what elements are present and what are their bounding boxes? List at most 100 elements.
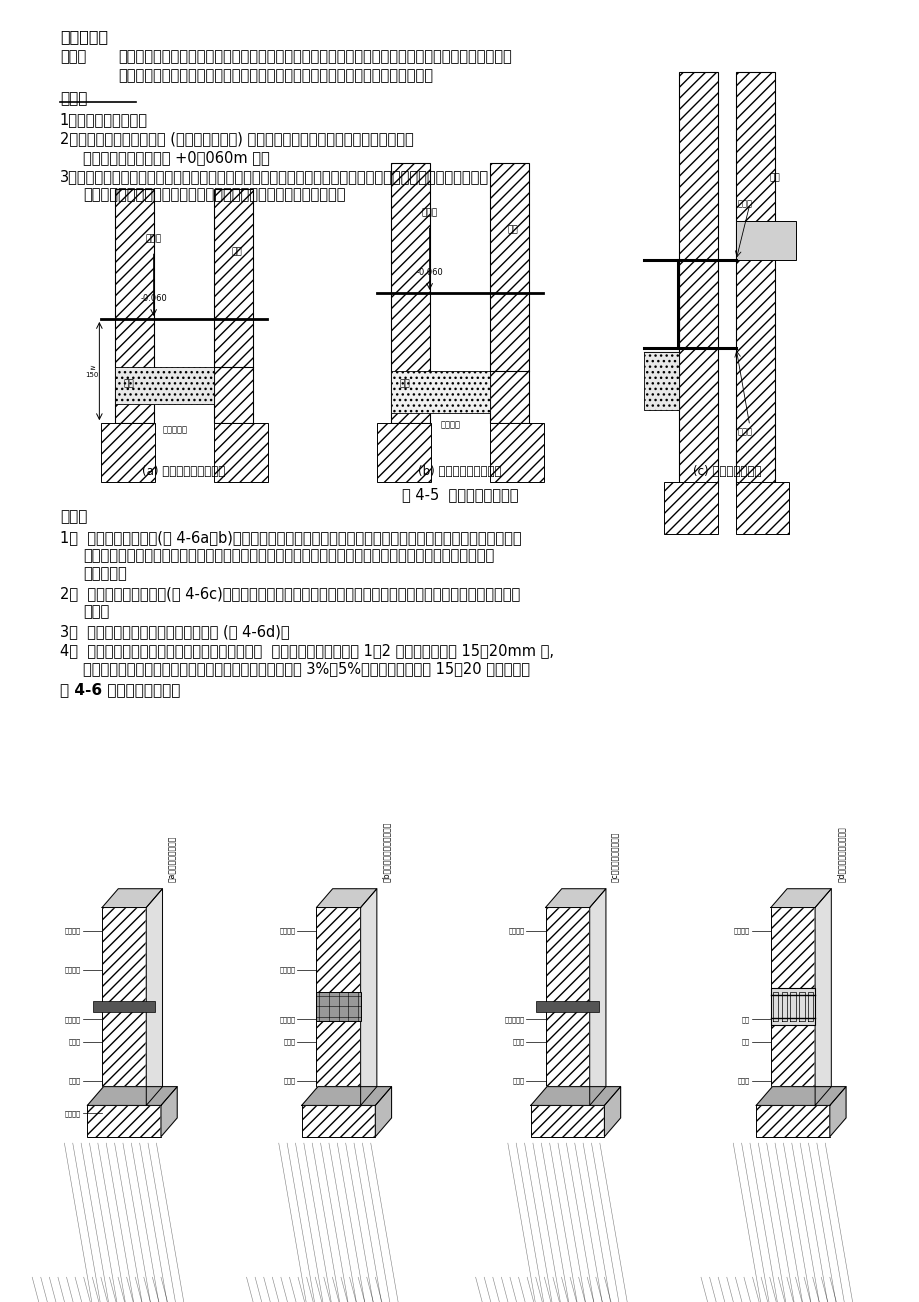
Text: 室内: 室内	[507, 225, 518, 234]
Text: 层，将两道水平防潮层连接起来，以避免回填土中的潮气侵入墙身。: 层，将两道水平防潮层连接起来，以避免回填土中的潮气侵入墙身。	[83, 187, 345, 203]
Text: -0.060: -0.060	[140, 294, 167, 303]
Text: 防潮层: 防潮层	[512, 1038, 524, 1046]
Text: 室内地坪: 室内地坪	[65, 927, 81, 935]
Polygon shape	[829, 1087, 845, 1137]
Text: 3）当两相邻房间之间室内地面有高差时，应在墙身内设置高低两道水平防潮层，并在靠土壤一侧设置垂直防潮: 3）当两相邻房间之间室内地面有高差时，应在墙身内设置高低两道水平防潮层，并在靠土…	[60, 169, 488, 185]
Text: 作用：: 作用：	[60, 49, 86, 65]
Polygon shape	[146, 889, 163, 1105]
Bar	[530, 1105, 604, 1137]
Polygon shape	[589, 889, 606, 1105]
Text: 防潮层: 防潮层	[145, 234, 162, 243]
Text: 图 4-5  墙身防潮层的位置: 图 4-5 墙身防潮层的位置	[402, 487, 517, 503]
Text: (b) 地面垫层为透水材料: (b) 地面垫层为透水材料	[418, 465, 501, 478]
Bar	[643, 352, 678, 410]
Bar	[391, 163, 429, 423]
Polygon shape	[755, 1087, 845, 1105]
Text: 防潮层: 防潮层	[737, 199, 752, 208]
Text: ≥
150: ≥ 150	[85, 365, 98, 378]
Text: 防潮效果。: 防潮效果。	[83, 566, 127, 582]
Text: 4）  垂直防潮层的做法：在需设垂直防潮层的墙面  （靠回填土一侧）先用 1：2 的水泥砂浆抹面 15～20mm 厚,: 4） 垂直防潮层的做法：在需设垂直防潮层的墙面 （靠回填土一侧）先用 1：2 的…	[60, 643, 553, 659]
Text: （a）防水砂浆防潮层: （a）防水砂浆防潮层	[168, 836, 176, 883]
Bar	[214, 189, 253, 423]
Bar	[545, 907, 589, 1105]
Polygon shape	[530, 1087, 620, 1105]
Text: 室外: 室外	[123, 380, 134, 388]
Polygon shape	[604, 1087, 620, 1137]
Text: 图 4-6 水平防潮层的做法: 图 4-6 水平防潮层的做法	[60, 682, 180, 698]
Text: 室内地坪: 室内地坪	[279, 927, 295, 935]
Text: (a) 地面垫层为密实材料: (a) 地面垫层为密实材料	[142, 465, 225, 478]
Bar	[735, 72, 774, 488]
Bar	[735, 482, 789, 534]
Text: 防止土壤中的水分沿基础上升，以免位于勒脚处的地面水渗入墙内而导致墙身受潮。可以提高建筑物的: 防止土壤中的水分沿基础上升，以免位于勒脚处的地面水渗入墙内而导致墙身受潮。可以提…	[118, 49, 511, 65]
Text: 室内地坪: 室内地坪	[508, 927, 524, 935]
Text: -0.060: -0.060	[415, 268, 443, 277]
Polygon shape	[102, 889, 163, 907]
Text: 防潮层: 防潮层	[283, 1038, 295, 1046]
Text: 震能力强，但砂浆是脆性易开裂材料，在地基发生不均匀沉降而导致墙体开裂或因砂浆铺贴不饱满时会影响: 震能力强，但砂浆是脆性易开裂材料，在地基发生不均匀沉降而导致墙体开裂或因砂浆铺贴…	[83, 548, 494, 564]
Text: 3）  用钢筋混凝土基础圈梁代替防潮层 (图 4-6d)。: 3） 用钢筋混凝土基础圈梁代替防潮层 (图 4-6d)。	[60, 624, 289, 639]
Bar	[301, 1105, 375, 1137]
Text: 砖砌体: 砖砌体	[283, 1077, 295, 1085]
Polygon shape	[360, 889, 377, 1105]
Bar	[115, 367, 214, 404]
Text: 墙身防潮层: 墙身防潮层	[60, 29, 108, 44]
Text: 砖砌体: 砖砌体	[69, 1077, 81, 1085]
Text: 较好。: 较好。	[83, 604, 109, 620]
Polygon shape	[316, 889, 377, 907]
Bar	[391, 371, 490, 413]
Text: 室外地坪: 室外地坪	[65, 966, 81, 974]
Text: 做法：: 做法：	[60, 509, 87, 525]
Bar	[536, 1001, 598, 1012]
Text: 钢筋: 钢筋	[741, 1038, 749, 1046]
Text: 砂浆碎石: 砂浆碎石	[279, 1016, 295, 1023]
Polygon shape	[161, 1087, 177, 1137]
Bar	[664, 482, 717, 534]
Text: （b）防水砂浆碎砖石防潮层: （b）防水砂浆碎砖石防潮层	[382, 822, 391, 883]
Polygon shape	[375, 1087, 391, 1137]
Text: 防潮层: 防潮层	[421, 208, 437, 217]
Text: 2）  细石混凝土防潮层：(图 4-6c)。它适用于整体刚度要求较高的建筑中，但应把防水要求和结构做法合并考虑: 2） 细石混凝土防潮层：(图 4-6c)。它适用于整体刚度要求较高的建筑中，但应…	[60, 586, 519, 602]
Text: 室内: 室内	[232, 247, 243, 256]
Bar	[770, 907, 814, 1105]
Bar	[93, 1001, 155, 1012]
Bar	[316, 992, 360, 1021]
Bar	[316, 907, 360, 1105]
Polygon shape	[770, 889, 831, 907]
Text: 不透水材料: 不透水材料	[162, 426, 187, 435]
Text: 细石混凝土: 细石混凝土	[504, 1016, 524, 1023]
Text: 耐久性，保持室内干燥卫生。在构造形式上有水平防潮层和垂直防潮层两种形式。: 耐久性，保持室内干燥卫生。在构造形式上有水平防潮层和垂直防潮层两种形式。	[118, 68, 432, 83]
Text: 砖砌体: 砖砌体	[737, 1077, 749, 1085]
Bar	[755, 1105, 829, 1137]
Bar	[678, 72, 717, 488]
Text: (c) 室内地面有高差: (c) 室内地面有高差	[692, 465, 760, 478]
Text: 防潮层: 防潮层	[69, 1038, 81, 1046]
Text: 防水砂浆: 防水砂浆	[65, 1016, 81, 1023]
Text: 位置：: 位置：	[60, 91, 87, 107]
Bar	[214, 423, 267, 482]
Bar	[377, 423, 430, 482]
Text: 圈梁: 圈梁	[741, 1016, 749, 1023]
Polygon shape	[87, 1087, 177, 1105]
Bar	[87, 1105, 161, 1137]
Text: 再刷冷底子油一道，刷热沥青两道；也可以直接采用掺有 3%～5%防水剂的砂浆抹面 15～20 厚的做法。: 再刷冷底子油一道，刷热沥青两道；也可以直接采用掺有 3%～5%防水剂的砂浆抹面 …	[83, 661, 529, 677]
Polygon shape	[814, 889, 831, 1105]
Bar	[490, 163, 528, 423]
Polygon shape	[301, 1087, 391, 1105]
Bar	[735, 221, 795, 260]
Text: 室外地面: 室外地面	[65, 1109, 81, 1117]
Text: 室内地坪: 室内地坪	[733, 927, 749, 935]
Text: 防潮层: 防潮层	[737, 427, 752, 436]
Bar	[770, 988, 814, 1025]
Text: 透水材料: 透水材料	[440, 421, 460, 430]
Text: 室内: 室内	[768, 173, 779, 182]
Text: 砖砌体: 砖砌体	[512, 1077, 524, 1085]
Bar	[490, 423, 543, 482]
Text: （d）基础圈梁代替防潮层: （d）基础圈梁代替防潮层	[836, 827, 845, 883]
Bar	[102, 907, 146, 1105]
Bar	[115, 189, 153, 423]
Text: 1）  防水砂浆防潮层：(图 4-6a、b)。它适用于抗震地区、独立砖柱和震动较大的砖砌体中，其整体性较好，抗: 1） 防水砂浆防潮层：(图 4-6a、b)。它适用于抗震地区、独立砖柱和震动较大…	[60, 530, 521, 546]
Bar	[101, 423, 154, 482]
Text: 室外地坪: 室外地坪	[279, 966, 295, 974]
Text: （c）细石混凝土防潮层: （c）细石混凝土防潮层	[611, 832, 619, 883]
